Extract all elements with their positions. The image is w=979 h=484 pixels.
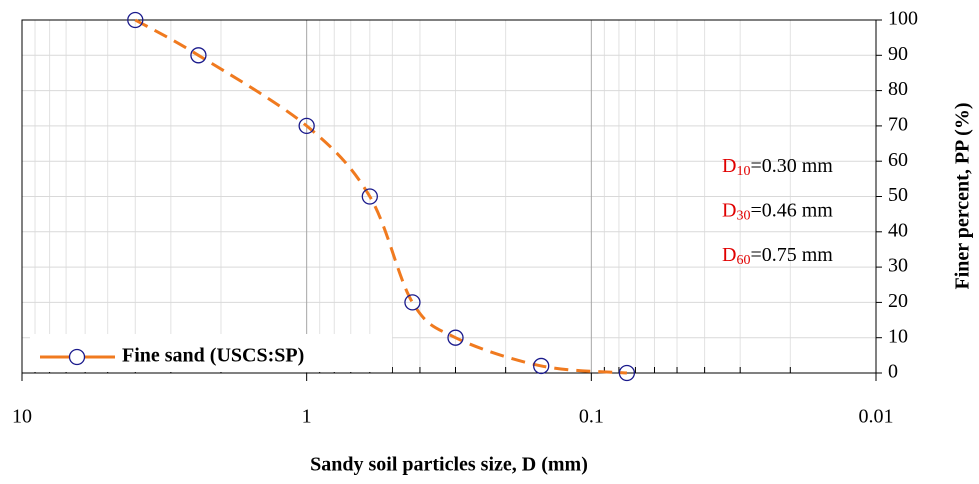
legend-box <box>30 334 392 372</box>
y-tick-label: 20 <box>888 290 908 312</box>
annotation-subscript: 60 <box>736 253 750 268</box>
x-tick-label: 10 <box>12 406 32 428</box>
y-tick-label: 0 <box>888 361 898 383</box>
data-point <box>533 357 550 375</box>
x-axis-title: Sandy soil particles size, D (mm) <box>310 454 588 476</box>
data-point <box>298 117 315 135</box>
annotation-subscript: 10 <box>736 164 750 179</box>
annotation: D60=0.75 mm <box>722 244 833 269</box>
y-tick-label: 80 <box>888 78 908 100</box>
legend-label: Fine sand (USCS:SP) <box>122 345 304 367</box>
data-point <box>361 188 378 205</box>
annotation-symbol: D <box>722 199 736 221</box>
annotation-symbol: D <box>722 244 736 266</box>
annotation: D30=0.46 mm <box>722 199 833 224</box>
annotation-text: =0.75 mm <box>750 244 833 266</box>
y-tick-label: 60 <box>888 149 908 171</box>
data-point <box>404 294 421 311</box>
data-point <box>447 329 464 346</box>
y-tick-label: 30 <box>888 255 908 277</box>
annotation-text: =0.46 mm <box>750 199 833 221</box>
annotation-subscript: 30 <box>736 209 750 224</box>
data-point <box>618 364 636 382</box>
annotation-text: =0.30 mm <box>750 155 833 177</box>
y-tick-label: 90 <box>888 43 908 65</box>
x-tick-label: 1 <box>302 406 312 428</box>
plot-frame <box>21 19 877 374</box>
data-point <box>190 47 207 64</box>
x-tick-label: 0.01 <box>859 406 894 428</box>
annotation: D10=0.30 mm <box>722 155 833 180</box>
y-tick-label: 100 <box>888 8 918 30</box>
y-axis-title: Finer percent, PP (%) <box>952 103 974 290</box>
data-point <box>127 11 144 29</box>
y-tick-label: 70 <box>888 113 908 135</box>
y-tick-label: 50 <box>888 184 908 206</box>
legend-marker <box>68 348 86 366</box>
y-tick-label: 40 <box>888 219 908 241</box>
x-tick-label: 0.1 <box>579 406 604 428</box>
data-line <box>134 18 628 375</box>
y-tick-label: 10 <box>888 325 908 347</box>
annotation-symbol: D <box>722 155 736 177</box>
